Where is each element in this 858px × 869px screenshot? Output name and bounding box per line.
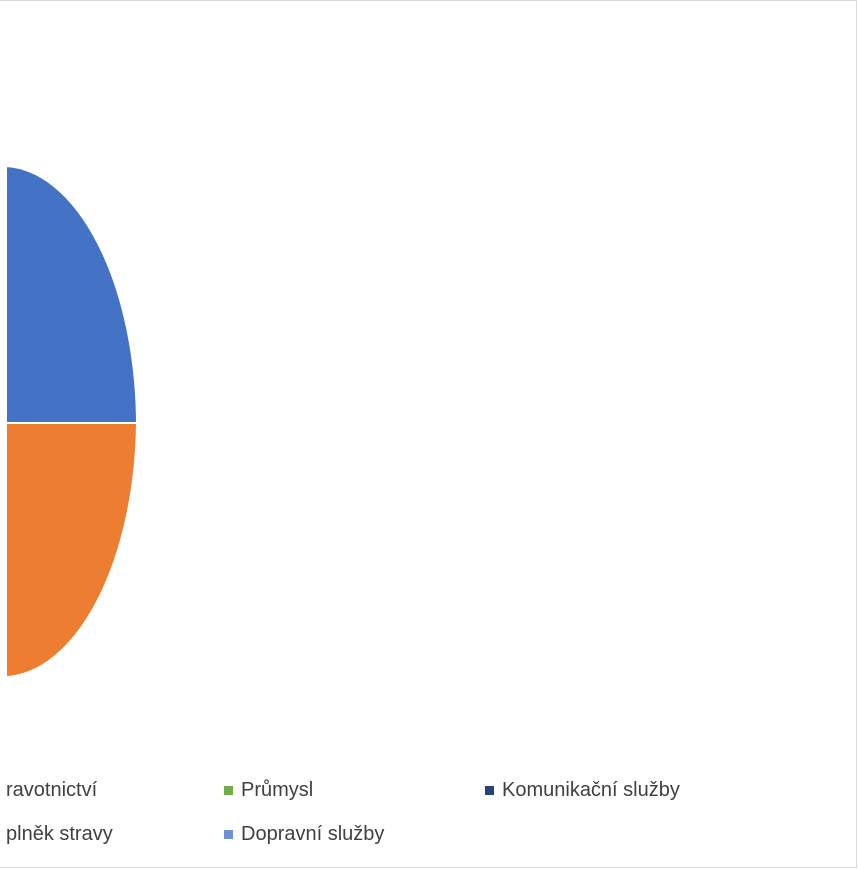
legend-label: Dopravní služby bbox=[241, 822, 385, 845]
pie-slice-blue bbox=[5, 164, 139, 424]
legend-item-dopravni-sluzby: Dopravní služby bbox=[224, 822, 384, 846]
legend-swatch-green bbox=[224, 785, 233, 795]
legend-item-plnek-stravy: plněk stravy bbox=[6, 822, 113, 846]
legend-item-prumysl: Průmysl bbox=[224, 778, 313, 802]
legend-item-komunikacni-sluzby: Komunikační služby bbox=[485, 778, 680, 802]
legend-label: ravotnictví bbox=[6, 778, 98, 801]
legend-swatch-dark-blue bbox=[485, 785, 494, 795]
legend-label: Komunikační služby bbox=[502, 778, 680, 801]
legend-swatch-light-blue bbox=[224, 829, 233, 839]
legend-label: Průmysl bbox=[241, 778, 314, 801]
pie-slice-orange bbox=[5, 422, 139, 679]
legend-label: plněk stravy bbox=[6, 822, 113, 845]
legend-item-ravotnictvi: ravotnictví bbox=[6, 778, 97, 802]
